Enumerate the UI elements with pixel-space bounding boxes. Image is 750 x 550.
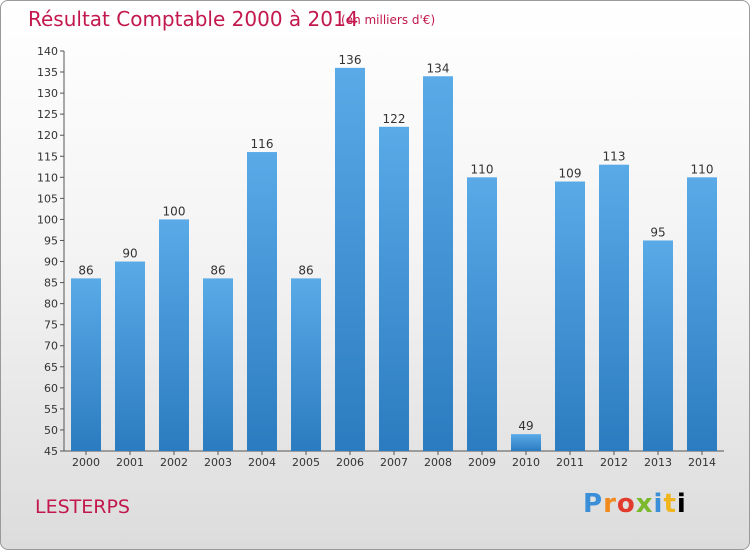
y-tick-label: 50 [44, 424, 58, 437]
x-tick-label: 2000 [72, 456, 100, 469]
bar [423, 76, 453, 452]
bar [643, 240, 673, 451]
y-tick-label: 45 [44, 445, 58, 458]
bar [335, 67, 365, 451]
data-label: 110 [691, 162, 714, 176]
x-tick-label: 2004 [248, 456, 276, 469]
y-tick-label: 65 [44, 361, 58, 374]
x-tick-label: 2011 [556, 456, 584, 469]
y-tick-label: 75 [44, 319, 58, 332]
bar [467, 177, 497, 451]
x-tick-label: 2012 [600, 456, 628, 469]
data-label: 95 [650, 225, 665, 239]
y-tick-label: 90 [44, 256, 58, 269]
y-tick-label: 60 [44, 382, 58, 395]
data-label: 113 [603, 150, 626, 164]
bar [159, 219, 189, 451]
place-name: LESTERPS [35, 496, 130, 518]
y-tick-label: 95 [44, 234, 58, 247]
y-tick-label: 55 [44, 403, 58, 416]
chart-subtitle: (en milliers d'€) [341, 13, 436, 27]
x-tick-label: 2010 [512, 456, 540, 469]
data-label: 110 [471, 162, 494, 176]
y-tick-label: 85 [44, 277, 58, 290]
x-tick-label: 2007 [380, 456, 408, 469]
data-label: 109 [559, 167, 582, 181]
y-tick-label: 105 [37, 192, 58, 205]
y-tick-label: 110 [37, 171, 58, 184]
x-tick-label: 2002 [160, 456, 188, 469]
y-tick-label: 70 [44, 340, 58, 353]
y-tick-label: 125 [37, 108, 58, 121]
bar [71, 278, 101, 451]
bar [555, 181, 585, 452]
y-tick-label: 130 [37, 87, 58, 100]
y-tick-label: 115 [37, 150, 58, 163]
x-tick-label: 2009 [468, 456, 496, 469]
proxiti-logo[interactable]: Proxiti [583, 489, 687, 519]
data-label: 86 [298, 263, 313, 277]
bar [687, 177, 717, 451]
chart-title: Résultat Comptable 2000 à 2014 [28, 7, 359, 31]
data-label: 122 [383, 112, 406, 126]
data-label: 136 [339, 53, 362, 67]
x-tick-label: 2005 [292, 456, 320, 469]
bar [247, 152, 277, 452]
y-tick-label: 140 [37, 45, 58, 58]
bar [115, 261, 145, 451]
bar [511, 434, 541, 451]
x-tick-label: 2003 [204, 456, 232, 469]
data-label: 49 [518, 419, 533, 433]
x-tick-label: 2001 [116, 456, 144, 469]
data-label: 134 [427, 61, 450, 75]
x-tick-label: 2014 [688, 456, 716, 469]
x-tick-label: 2008 [424, 456, 452, 469]
bar [203, 278, 233, 451]
data-label: 86 [78, 263, 93, 277]
x-tick-label: 2013 [644, 456, 672, 469]
x-tick-label: 2006 [336, 456, 364, 469]
bar [291, 278, 321, 451]
data-label: 90 [122, 247, 137, 261]
y-tick-label: 80 [44, 298, 58, 311]
data-label: 100 [163, 204, 186, 218]
data-label: 116 [251, 137, 274, 151]
bar [379, 126, 409, 451]
y-tick-label: 135 [37, 66, 58, 79]
bar [599, 164, 629, 451]
y-tick-label: 100 [37, 213, 58, 226]
data-label: 86 [210, 263, 225, 277]
y-tick-label: 120 [37, 129, 58, 142]
